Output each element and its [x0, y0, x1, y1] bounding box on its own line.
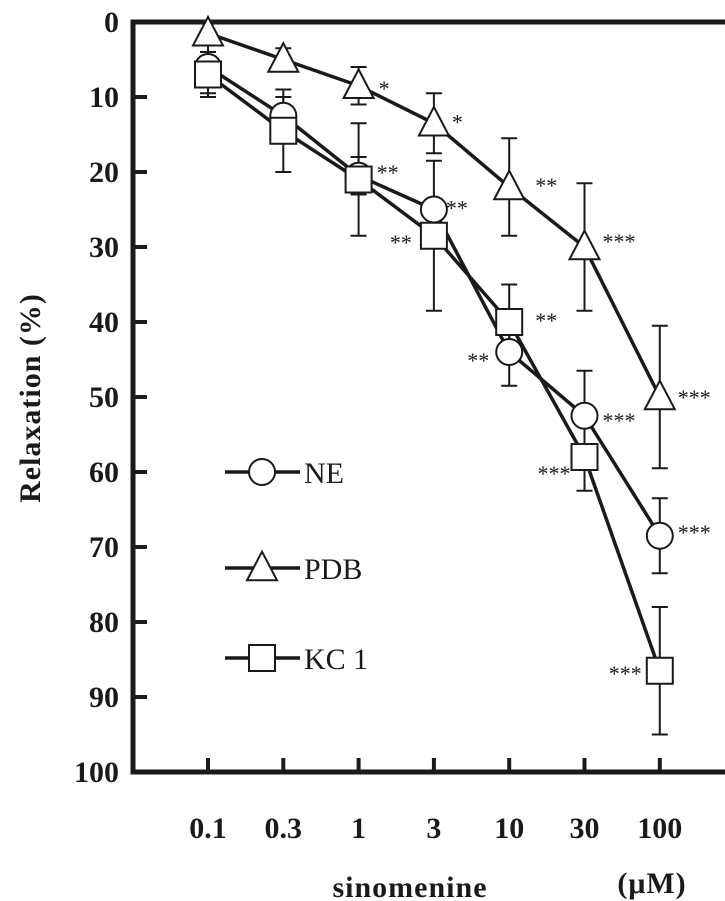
triangle-marker [341, 67, 376, 100]
markers-pdb [191, 14, 677, 411]
y-tick-label: 90 [89, 681, 119, 714]
y-tick-label: 80 [89, 606, 119, 639]
circle-marker [419, 195, 448, 224]
x-axis-unit: (μM) [617, 867, 686, 900]
triangle-marker [492, 168, 526, 201]
y-tick-label: 20 [89, 156, 119, 189]
x-axis-title: sinomenine [332, 871, 487, 901]
significance-label: ** [390, 230, 412, 255]
y-tick-label: 30 [89, 231, 119, 264]
square-marker [269, 116, 298, 145]
series-kc-1 [200, 51, 668, 736]
square-marker [645, 656, 674, 685]
legend-item-pdb: PDB [225, 549, 362, 586]
y-tick-label: 0 [104, 6, 119, 39]
significance-label: ** [446, 196, 468, 221]
x-tick-label: 1 [351, 812, 366, 845]
triangle-marker [417, 104, 451, 137]
square-marker [495, 308, 524, 336]
circle-marker [248, 458, 276, 486]
x-tick-label: 3 [426, 812, 441, 845]
triangle-marker [245, 549, 279, 582]
y-tick-label: 70 [89, 531, 119, 564]
significance-label: *** [678, 385, 711, 410]
circle-marker [645, 521, 674, 550]
square-marker [419, 221, 448, 250]
y-axis-title: Relaxation (%) [14, 293, 47, 503]
legend-label: PDB [304, 553, 362, 586]
square-marker [194, 60, 222, 89]
square-marker [344, 165, 373, 194]
significance-label: * [452, 109, 463, 134]
significance-layer: ******************************** [377, 76, 711, 686]
series-layer [191, 14, 677, 736]
square-marker [570, 443, 599, 471]
x-axis-ticks: 0.1 0.3 1 3 10 30 100 [189, 758, 682, 845]
circle-marker [570, 401, 599, 430]
x-tick-label: 10 [494, 812, 524, 845]
series-pdb [207, 31, 668, 470]
significance-label: *** [678, 520, 711, 545]
square-marker [248, 644, 276, 672]
significance-label: ** [535, 308, 557, 333]
significance-label: * [379, 76, 390, 101]
legend-item-ne: NE [225, 457, 344, 490]
circle-marker [495, 338, 524, 366]
significance-label: ** [535, 173, 557, 198]
y-tick-label: 10 [89, 81, 119, 114]
significance-label: ** [467, 348, 489, 373]
y-axis-ticks: 0 10 20 30 40 50 60 70 80 90 100 [74, 6, 147, 789]
y-tick-label: 100 [74, 756, 119, 789]
y-tick-label: 50 [89, 381, 119, 414]
triangle-marker [266, 41, 300, 73]
triangle-marker [191, 14, 225, 47]
x-tick-label: 30 [570, 812, 600, 845]
significance-label: *** [603, 408, 636, 433]
y-tick-label: 60 [89, 456, 119, 489]
triangle-marker [643, 378, 677, 411]
legend-item-kc-1: KC 1 [225, 643, 368, 676]
significance-label: ** [377, 160, 399, 185]
significance-label: *** [609, 661, 642, 686]
legend-label: NE [304, 457, 344, 490]
x-tick-label: 0.1 [189, 812, 227, 845]
markers-kc-1 [194, 60, 674, 685]
x-tick-label: 100 [637, 812, 682, 845]
triangle-marker [567, 228, 602, 261]
y-tick-label: 40 [89, 306, 119, 339]
legend-label: KC 1 [304, 643, 368, 676]
x-tick-label: 0.3 [265, 812, 303, 845]
significance-label: *** [538, 461, 571, 486]
legend: NE PDB KC 1 [225, 457, 368, 676]
significance-label: *** [603, 229, 636, 254]
